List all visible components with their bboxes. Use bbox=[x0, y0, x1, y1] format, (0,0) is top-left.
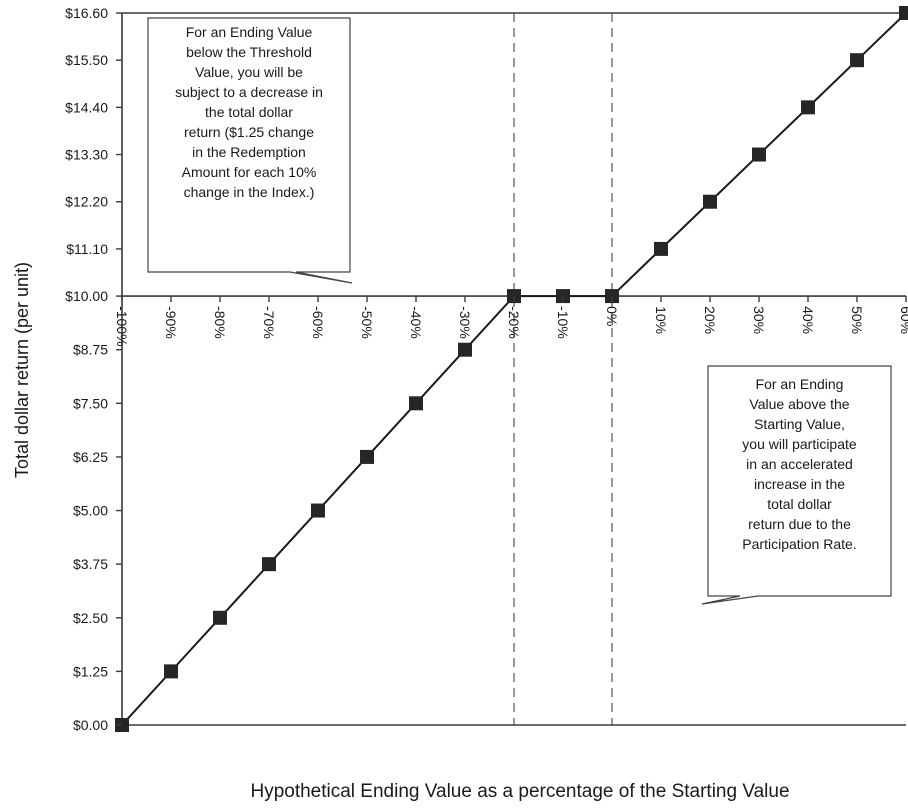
data-point bbox=[850, 53, 864, 68]
callout-above-starting: For an Ending Value above the Starting V… bbox=[708, 366, 891, 596]
callout-line: Participation Rate. bbox=[742, 536, 857, 552]
x-tick-label: -20% bbox=[506, 306, 522, 339]
callout-line: in the Redemption bbox=[192, 144, 306, 160]
y-tick-label: $12.20 bbox=[65, 194, 108, 210]
x-tick-label: -70% bbox=[261, 306, 277, 339]
x-tick-label: -50% bbox=[359, 306, 375, 339]
x-tick-label: -30% bbox=[457, 306, 473, 339]
callout-below-threshold-frame bbox=[147, 17, 353, 284]
data-point bbox=[164, 664, 178, 679]
callout-line: return ($1.25 change bbox=[184, 124, 314, 140]
y-tick-label: $14.40 bbox=[65, 99, 108, 115]
data-point bbox=[360, 449, 374, 464]
x-tick-label: 40% bbox=[800, 306, 816, 334]
data-point bbox=[311, 503, 325, 518]
callout-line: you will participate bbox=[742, 436, 857, 452]
callout-below-threshold: For an Ending Value below the Threshold … bbox=[148, 18, 350, 272]
x-axis-title: Hypothetical Ending Value as a percentag… bbox=[250, 781, 789, 802]
x-tick-label: -100% bbox=[114, 306, 130, 346]
data-point bbox=[262, 557, 276, 572]
y-tick-label: $7.50 bbox=[73, 395, 108, 411]
data-point bbox=[801, 100, 815, 115]
data-point bbox=[458, 342, 472, 357]
x-tick-label: 0% bbox=[604, 306, 620, 326]
y-tick-label: $10.00 bbox=[65, 288, 108, 304]
y-tick-label: $11.10 bbox=[66, 241, 108, 257]
data-point bbox=[703, 194, 717, 209]
y-tick-label: $5.00 bbox=[73, 503, 108, 519]
y-tick-label: $1.25 bbox=[73, 663, 108, 679]
x-tick-label: -90% bbox=[163, 306, 179, 339]
y-tick-label: $8.75 bbox=[73, 342, 108, 358]
callout-line: change in the Index.) bbox=[183, 184, 315, 200]
callout-line: subject to a decrease in bbox=[175, 84, 323, 100]
callout-line: For an Ending bbox=[755, 376, 844, 392]
y-axis-title: Total dollar return (per unit) bbox=[12, 262, 32, 478]
callout-line: in an accelerated bbox=[746, 456, 853, 472]
callout-line: Amount for each 10% bbox=[181, 164, 317, 180]
y-tick-label: $13.30 bbox=[65, 147, 108, 163]
callout-line: Starting Value, bbox=[754, 416, 845, 432]
x-tick-label: 60% bbox=[898, 306, 908, 334]
y-tick-label: $6.25 bbox=[73, 449, 108, 465]
x-tick-label: -60% bbox=[310, 306, 326, 339]
y-tick-label: $16.60 bbox=[65, 5, 108, 21]
data-point bbox=[213, 610, 227, 625]
x-tick-label: 30% bbox=[751, 306, 767, 334]
y-tick-label: $15.50 bbox=[65, 52, 108, 68]
y-tick-label: $0.00 bbox=[73, 717, 108, 733]
x-tick-label: -10% bbox=[555, 306, 571, 339]
callout-line: Value, you will be bbox=[195, 64, 303, 80]
callout-line: below the Threshold bbox=[186, 44, 312, 60]
x-tick-label: 50% bbox=[849, 306, 865, 334]
callout-line: For an Ending Value bbox=[185, 24, 313, 40]
x-tick-label: 20% bbox=[702, 306, 718, 334]
data-point bbox=[899, 6, 908, 20]
callout-line: Value above the bbox=[749, 396, 850, 412]
data-point bbox=[409, 396, 423, 411]
y-tick-label: $3.75 bbox=[73, 556, 108, 572]
x-tick-label: 10% bbox=[653, 306, 669, 334]
data-point bbox=[654, 241, 668, 256]
callout-above-starting-frame bbox=[701, 365, 892, 605]
callout-line: return due to the bbox=[748, 516, 851, 532]
callout-line: the total dollar bbox=[205, 104, 293, 120]
callout-line: increase in the bbox=[753, 476, 846, 492]
x-tick-label: -40% bbox=[408, 306, 424, 339]
data-point bbox=[752, 147, 766, 162]
y-tick-label: $2.50 bbox=[73, 610, 108, 626]
x-tick-label: -80% bbox=[212, 306, 228, 339]
callout-line: total dollar bbox=[767, 496, 832, 512]
